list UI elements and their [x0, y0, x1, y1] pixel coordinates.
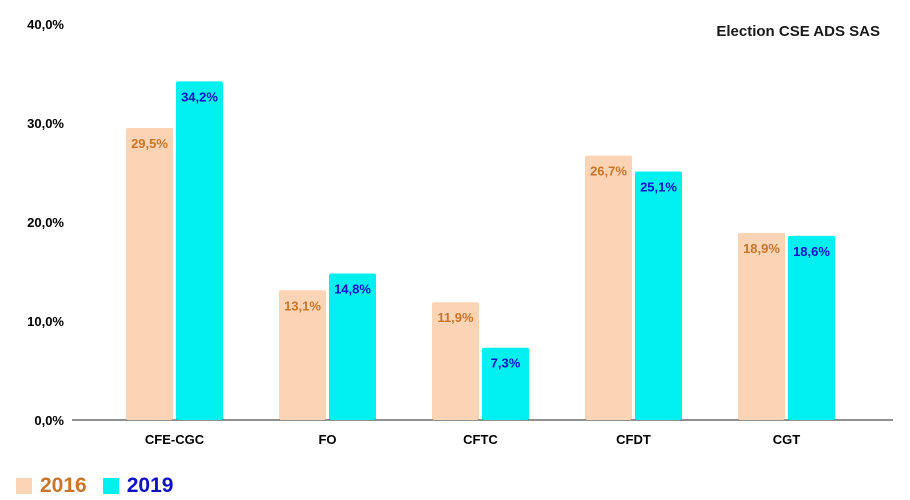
data-label-2016: 11,9%	[437, 310, 474, 325]
legend: 2016 2019	[16, 474, 189, 498]
legend-swatch-2019	[102, 478, 119, 494]
bar-chart: Election CSE ADS SAS 0,0% 10,0% 20,0% 30,0%…	[27, 17, 893, 447]
y-tick-label: 10,0%	[27, 314, 64, 329]
bar-2016	[126, 127, 173, 420]
bar-2016	[279, 290, 326, 420]
x-tick-label: CFTC	[463, 432, 498, 447]
bar-2019	[635, 171, 682, 420]
legend-label-2019: 2019	[126, 474, 174, 497]
bar-2019	[788, 235, 835, 420]
y-tick-label: 0,0%	[34, 413, 64, 428]
legend-label-2016: 2016	[40, 474, 87, 497]
bar-2019	[176, 81, 223, 421]
data-label-2016: 18,9%	[743, 241, 780, 256]
bar-2019	[482, 347, 529, 420]
data-label-2019: 7,3%	[491, 356, 521, 371]
data-label-2016: 13,1%	[284, 298, 321, 313]
data-label-2016: 29,5%	[131, 136, 168, 151]
x-axis-categories: CFE-CGC FO CFTC CFDT CGT	[145, 432, 800, 447]
legend-item-2019: 2019	[102, 474, 174, 498]
data-label-2019: 18,6%	[793, 244, 830, 259]
x-tick-label: FO	[318, 432, 336, 447]
bar-2016	[738, 232, 785, 420]
data-label-2019: 14,8%	[334, 281, 371, 296]
y-tick-label: 40,0%	[27, 17, 64, 32]
y-tick-label: 30,0%	[27, 116, 64, 131]
x-tick-label: CFDT	[616, 432, 651, 447]
bar-2016	[432, 302, 479, 420]
data-label-2016: 26,7%	[590, 164, 627, 179]
data-label-2019: 25,1%	[640, 180, 677, 195]
y-axis: 0,0% 10,0% 20,0% 30,0% 40,0%	[27, 17, 64, 428]
legend-swatch-2016	[16, 478, 32, 494]
legend-item-2016: 2016	[16, 474, 87, 498]
bar-2019	[329, 273, 376, 420]
bar-2016	[585, 155, 632, 421]
x-tick-label: CGT	[773, 432, 801, 447]
chart-title: Election CSE ADS SAS	[716, 23, 880, 40]
data-label-2019: 34,2%	[181, 89, 218, 104]
bars: 29,5% 34,2% 13,1% 14,8% 11,9% 7,3% 26,7% 25,1% 1…	[126, 81, 835, 421]
y-tick-label: 20,0%	[27, 215, 64, 230]
x-tick-label: CFE-CGC	[145, 432, 205, 447]
